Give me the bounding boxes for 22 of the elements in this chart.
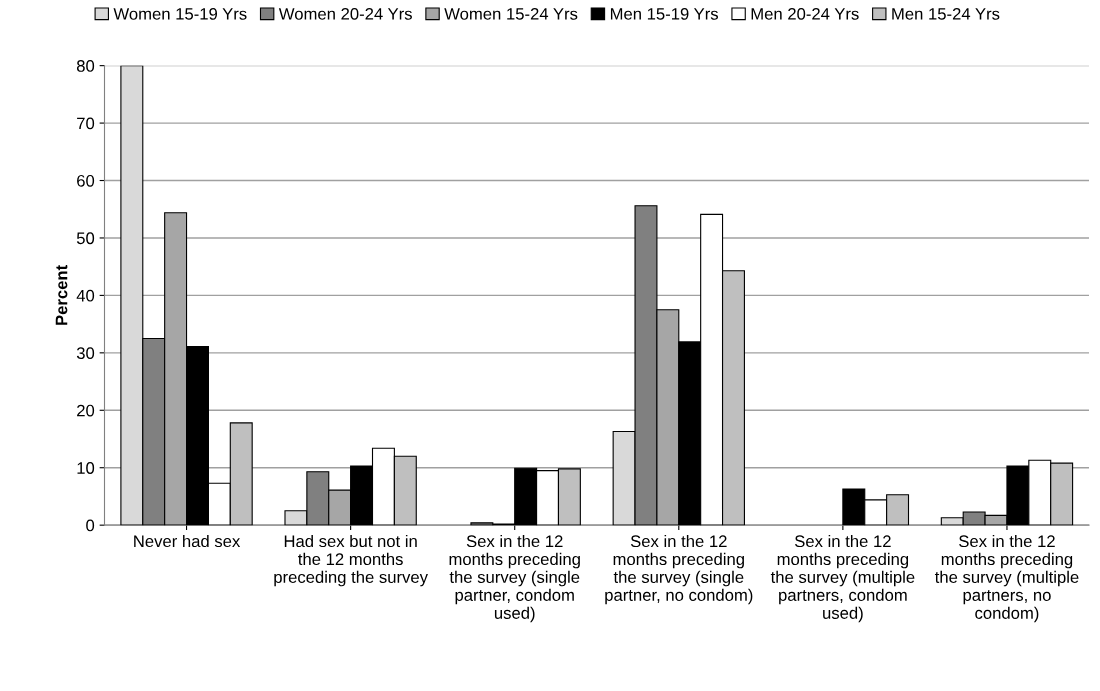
legend-label: Men 15-24 Yrs xyxy=(892,7,1000,20)
y-tick-label: 60 xyxy=(77,174,95,187)
x-tick-label: Sex in the 12 months preceding the survey (single partner, condom used) xyxy=(449,534,580,623)
y-tick-label: 20 xyxy=(77,404,95,417)
y-axis-title: Percent xyxy=(55,265,68,325)
y-tick-label: 30 xyxy=(76,347,95,360)
legend-label: Men 20-24 Yrs xyxy=(751,7,859,20)
y-tick-label: 40 xyxy=(76,289,95,302)
x-tick-label: Sex in the 12 months preceding the survey (multiple partners, condom used) xyxy=(770,534,915,623)
legend-label: Women 15-24 Yrs xyxy=(444,7,578,20)
x-tick-label: Sex in the 12 months preceding the survey (single partner, no condom) xyxy=(605,534,753,605)
y-tick-label: 50 xyxy=(76,232,95,245)
x-tick-label: Sex in the 12 months preceding the survey (multiple partners, no condom) xyxy=(934,534,1079,623)
y-tick-label: 10 xyxy=(77,462,95,474)
legend-label: Women 20-24 Yrs xyxy=(278,7,412,20)
x-tick-label: Had sex but not in the 12 months preceding the survey xyxy=(274,534,428,587)
x-tick-label: Never had sex xyxy=(134,534,241,548)
legend-label: Women 15-19 Yrs xyxy=(113,7,247,20)
y-tick-label: 80 xyxy=(76,60,95,72)
y-tick-label: 0 xyxy=(86,519,95,532)
y-tick-label: 70 xyxy=(77,117,95,130)
legend-label: Men 15-19 Yrs xyxy=(610,7,718,20)
